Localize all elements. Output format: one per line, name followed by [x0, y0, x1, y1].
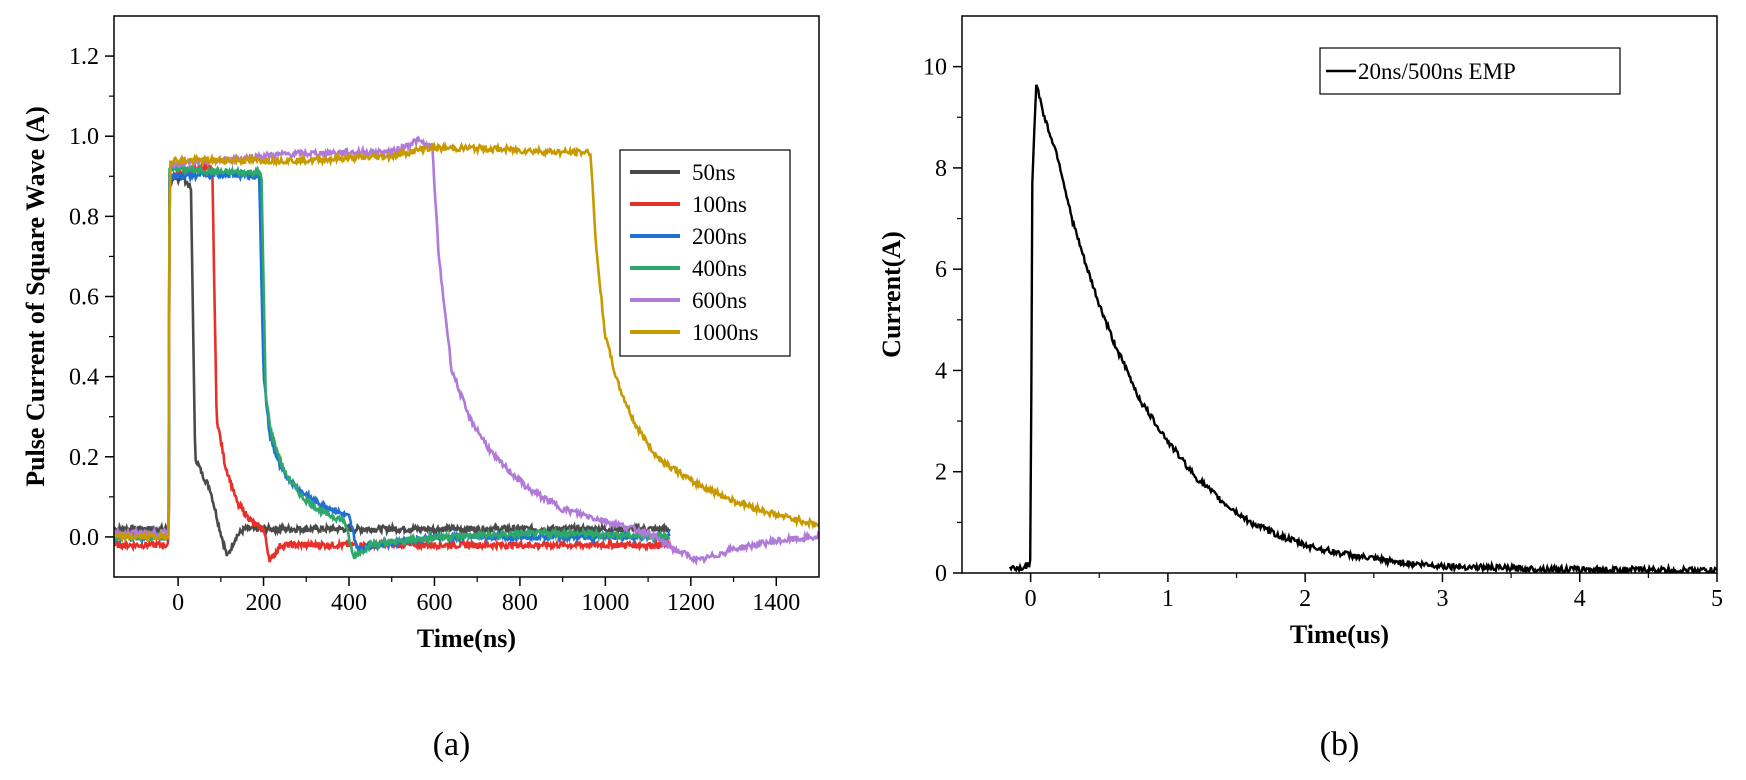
panel-b-x-tick-label: 5 — [1711, 586, 1723, 612]
panel-a-series-line-4 — [114, 135, 819, 566]
panel-b-y-tick-label: 8 — [935, 156, 947, 182]
panel-b-y-tick-label: 2 — [935, 460, 947, 486]
panel-a-legend-entry: 50ns — [692, 160, 736, 185]
panel-b-label: (b) — [1320, 726, 1360, 763]
panel-a-y-axis-title: Pulse Current of Square Wave (A) — [21, 106, 50, 487]
panel-a-legend-entry: 100ns — [692, 192, 747, 217]
panel-a-x-tick-label: 800 — [502, 590, 538, 616]
panel-a-y-tick-label: 0.4 — [69, 365, 99, 391]
panel-a-y-tick-label: 0.8 — [69, 204, 99, 230]
panel-a-x-tick-label: 1200 — [667, 590, 715, 616]
panel-a-legend-entry: 600ns — [692, 288, 747, 313]
panel-a-x-axis-title: Time(ns) — [417, 624, 516, 653]
panel-b-ticks: 0 1 2 3 4 5 0 2 4 6 8 10 — [923, 55, 1723, 612]
panel-a-legend: 50ns 100ns 200ns 400ns 600ns 1000ns — [619, 149, 791, 357]
panel-a-label: (a) — [433, 726, 471, 763]
panel-b-series-lines — [1008, 84, 1717, 573]
panel-a-x-tick-label: 200 — [246, 590, 282, 616]
panel-a-legend-entry: 1000ns — [692, 320, 759, 345]
panel-a-legend-entry: 400ns — [692, 256, 747, 281]
panel-a-series-line-3 — [114, 160, 671, 560]
panel-a-ticks: 0 200 400 600 800 1000 1200 1400 0.0 0.2 0.4 0.6 0.8… — [69, 44, 800, 616]
panel-a-y-tick-label: 1.0 — [69, 124, 99, 150]
panel-a-y-tick-label: 0.6 — [69, 285, 99, 311]
panel-a-x-tick-label: 1000 — [581, 590, 629, 616]
panel-a-legend-entry: 200ns — [692, 224, 747, 249]
panel-a-series-line-0 — [114, 173, 671, 557]
panel-b-x-tick-label: 1 — [1162, 586, 1174, 612]
panel-b-x-tick-label: 4 — [1574, 586, 1586, 612]
panel-a-series-line-5 — [114, 140, 819, 544]
panel-b-plot-frame — [961, 15, 1718, 574]
panel-b-y-tick-label: 4 — [935, 358, 947, 384]
panel-b-x-axis-title: Time(us) — [1290, 620, 1389, 649]
panel-a-legend-box — [619, 149, 791, 357]
panel-a-series-line-1 — [114, 160, 671, 563]
panel-b-series-line-0 — [1008, 84, 1717, 573]
panel-b-y-tick-label: 10 — [923, 55, 947, 81]
panel-a-y-tick-label: 0.0 — [69, 525, 99, 551]
panel-a-x-tick-label: 1400 — [752, 590, 800, 616]
panel-a-x-tick-label: 600 — [416, 590, 452, 616]
panel-b-legend-box — [1319, 47, 1621, 95]
panel-a-x-tick-label: 0 — [172, 590, 184, 616]
panel-b-y-tick-label: 6 — [935, 257, 947, 283]
panel-b-y-tick-label: 0 — [935, 561, 947, 587]
panel-a-x-tick-label: 400 — [331, 590, 367, 616]
panel-a-series-lines — [114, 135, 819, 566]
panel-b-x-tick-label: 3 — [1436, 586, 1448, 612]
panel-b-chart: 0 1 2 3 4 5 0 2 4 6 8 10 Time(us) Current(A) 20ns/5… — [877, 15, 1723, 763]
panel-b-legend-entry: 20ns/500ns EMP — [1358, 59, 1516, 84]
panel-b-x-tick-label: 2 — [1299, 586, 1311, 612]
panel-a-chart: 0 200 400 600 800 1000 1200 1400 0.0 0.2 0.4 0.6 0.8… — [21, 15, 820, 763]
panel-b-y-axis-title: Current(A) — [877, 231, 906, 358]
panel-a-series-line-2 — [114, 166, 671, 556]
panel-a-y-tick-label: 1.2 — [69, 44, 99, 70]
panel-b-x-tick-label: 0 — [1025, 586, 1037, 612]
panel-a-y-tick-label: 0.2 — [69, 445, 99, 471]
panel-b-legend: 20ns/500ns EMP — [1319, 47, 1621, 95]
